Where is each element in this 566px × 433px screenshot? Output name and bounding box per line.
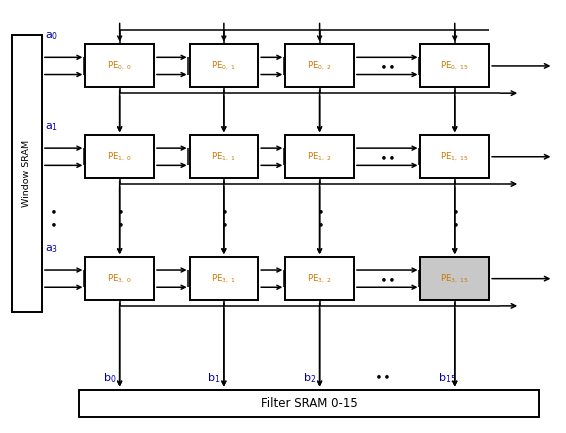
- Text: PE$_{3,\ 15}$: PE$_{3,\ 15}$: [440, 272, 469, 285]
- Text: PE$_{1,\ 1}$: PE$_{1,\ 1}$: [212, 151, 237, 163]
- Text: a$_3$: a$_3$: [45, 243, 58, 255]
- Bar: [85, 135, 154, 178]
- Text: b$_{15}$: b$_{15}$: [438, 371, 456, 385]
- Text: $\bullet$
$\bullet$: $\bullet$ $\bullet$: [316, 205, 324, 231]
- Text: $\bullet\!\bullet$: $\bullet\!\bullet$: [379, 150, 395, 163]
- Text: b$_2$: b$_2$: [303, 371, 316, 385]
- Text: $\bullet$
$\bullet$: $\bullet$ $\bullet$: [220, 205, 228, 231]
- Bar: [285, 257, 354, 300]
- Bar: [190, 257, 258, 300]
- Bar: [421, 257, 489, 300]
- Text: PE$_{3,\ 2}$: PE$_{3,\ 2}$: [307, 272, 332, 285]
- Text: PE$_{1,\ 2}$: PE$_{1,\ 2}$: [307, 151, 332, 163]
- Bar: [421, 135, 489, 178]
- Text: PE$_{1,\ 15}$: PE$_{1,\ 15}$: [440, 151, 469, 163]
- Text: a$_1$: a$_1$: [45, 121, 58, 133]
- Text: $\bullet\!\bullet$: $\bullet\!\bullet$: [379, 272, 395, 285]
- Text: $\bullet\!\bullet$: $\bullet\!\bullet$: [374, 369, 389, 382]
- Bar: [190, 135, 258, 178]
- Text: Filter SRAM 0-15: Filter SRAM 0-15: [261, 397, 358, 410]
- Text: PE$_{3,\ 0}$: PE$_{3,\ 0}$: [107, 272, 132, 285]
- Text: a$_0$: a$_0$: [45, 30, 58, 42]
- Text: $\bullet$
$\bullet$: $\bullet$ $\bullet$: [116, 205, 123, 231]
- Text: PE$_{1,\ 0}$: PE$_{1,\ 0}$: [107, 151, 132, 163]
- Bar: [285, 45, 354, 87]
- Bar: [190, 45, 258, 87]
- Bar: [285, 135, 354, 178]
- Text: Window SRAM: Window SRAM: [22, 140, 31, 207]
- Bar: [11, 35, 42, 312]
- Text: $\bullet$
$\bullet$: $\bullet$ $\bullet$: [451, 205, 458, 231]
- Text: PE$_{0,\ 2}$: PE$_{0,\ 2}$: [307, 60, 332, 72]
- Text: $\bullet$
$\bullet$: $\bullet$ $\bullet$: [49, 205, 57, 231]
- Text: b$_0$: b$_0$: [103, 371, 116, 385]
- Bar: [79, 390, 539, 417]
- Text: b$_1$: b$_1$: [207, 371, 220, 385]
- Text: PE$_{3,\ 1}$: PE$_{3,\ 1}$: [212, 272, 237, 285]
- Bar: [85, 257, 154, 300]
- Bar: [421, 45, 489, 87]
- Text: PE$_{0,\ 0}$: PE$_{0,\ 0}$: [107, 60, 132, 72]
- Text: $\bullet\!\bullet$: $\bullet\!\bullet$: [379, 59, 395, 72]
- Bar: [85, 45, 154, 87]
- Text: PE$_{0,\ 15}$: PE$_{0,\ 15}$: [440, 60, 469, 72]
- Text: PE$_{0,\ 1}$: PE$_{0,\ 1}$: [212, 60, 237, 72]
